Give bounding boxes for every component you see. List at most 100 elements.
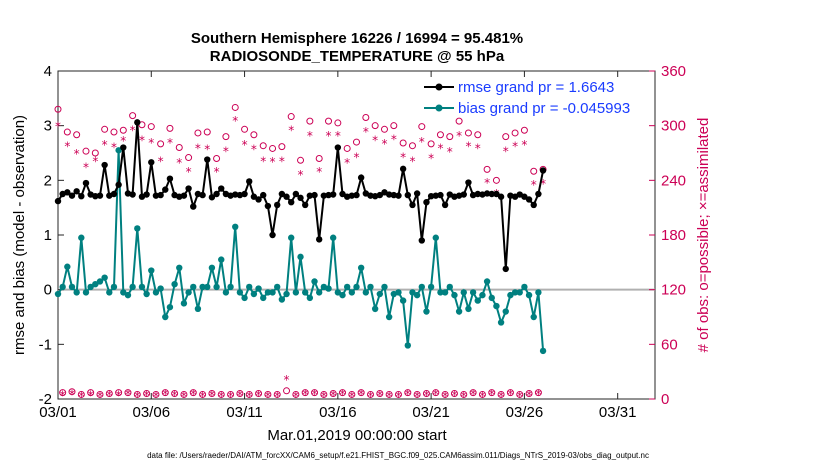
obs-possible-point — [87, 389, 95, 397]
bias-point — [199, 283, 206, 291]
obs-possible-point — [59, 389, 67, 397]
rmse-point — [460, 191, 467, 198]
obs-possible-point — [115, 389, 123, 397]
bias-point — [353, 283, 360, 291]
obs-possible-point — [77, 390, 85, 398]
rmse-point — [204, 156, 211, 163]
bias-series — [54, 147, 547, 355]
obs-possible-point — [54, 105, 62, 113]
obs-possible-point — [339, 389, 347, 397]
obs-assimilated-point: * — [256, 388, 262, 402]
obs-possible-point — [385, 390, 393, 398]
obs-assimilated-point: * — [279, 154, 285, 168]
bias-point — [264, 289, 272, 296]
obs-assimilated-point: * — [204, 142, 210, 156]
legend-bias-label: bias grand pr = -0.045993 — [458, 100, 630, 117]
obs-assimilated-point: * — [139, 133, 145, 147]
rmse-point — [306, 192, 314, 199]
obs-possible-point — [241, 125, 249, 133]
rmse-point — [488, 190, 495, 198]
obs-possible-point — [297, 156, 305, 164]
right-tick-label: 120 — [661, 282, 686, 299]
obs-possible-point — [63, 128, 71, 136]
rmse-point — [465, 179, 472, 186]
obs-assimilated-point: * — [437, 142, 443, 156]
obs-assimilated-point: * — [512, 140, 518, 154]
obs-assimilated-point: * — [190, 388, 196, 402]
rmse-point — [274, 201, 281, 209]
obs-assimilated-point: * — [326, 129, 332, 143]
bias-point — [357, 264, 365, 271]
obs-assimilated-point: * — [260, 154, 266, 168]
obs-assimilated-point: * — [200, 389, 206, 403]
bias-point — [479, 291, 486, 299]
obs-possible-point — [427, 140, 435, 148]
obs-assimilated-point: * — [503, 144, 509, 158]
rmse-point — [301, 201, 309, 209]
obs-assimilated-point: * — [321, 389, 327, 403]
obs-assimilated-point: * — [293, 389, 299, 403]
bias-point — [399, 297, 407, 304]
rmse-point — [134, 119, 141, 126]
obs-possible-point — [516, 390, 524, 398]
rmse-point — [497, 193, 505, 200]
right-tick-label: 360 — [661, 63, 686, 80]
bias-point — [180, 300, 188, 307]
obs-possible-point — [450, 390, 458, 398]
obs-assimilated-point: * — [176, 156, 182, 170]
rmse-point — [390, 191, 398, 199]
bias-point — [236, 289, 244, 296]
obs-assimilated-point: * — [284, 373, 290, 387]
bias-point — [106, 289, 113, 296]
bias-point — [521, 283, 528, 291]
obs-assimilated-point: * — [531, 178, 537, 192]
obs-assimilated-point: * — [395, 389, 401, 403]
obs-possible-point — [101, 125, 109, 133]
bias-point — [404, 342, 412, 349]
obs-possible-point — [469, 389, 477, 397]
rmse-point — [260, 191, 267, 199]
rmse-point — [348, 192, 356, 199]
obs-possible-point — [73, 131, 81, 139]
obs-possible-point — [68, 388, 76, 396]
obs-assimilated-point: * — [223, 144, 229, 158]
obs-assimilated-point: * — [316, 165, 322, 179]
y-tick-label: 3 — [44, 118, 52, 135]
bias-point — [315, 289, 323, 296]
right-tick-label: 60 — [661, 336, 678, 353]
rmse-point — [143, 191, 150, 198]
bias-point — [96, 278, 104, 285]
rmse-point — [535, 190, 542, 198]
bias-point — [395, 289, 402, 296]
y-axis-tick-labels: -2 -1 0 1 2 3 4 — [39, 63, 52, 408]
bias-point — [134, 225, 141, 232]
obs-assimilated-point: * — [312, 388, 318, 402]
obs-possible-point — [250, 131, 258, 139]
obs-assimilated-point: * — [521, 138, 527, 152]
obs-assimilated-point: * — [130, 123, 136, 137]
obs-possible-point — [343, 144, 351, 152]
bias-point — [250, 290, 258, 298]
obs-assimilated-point: * — [195, 142, 201, 156]
bias-point — [166, 303, 174, 311]
bias-point — [432, 234, 439, 241]
bias-point — [511, 289, 519, 296]
obs-assimilated-point: * — [162, 388, 168, 402]
bias-point — [246, 283, 253, 291]
y-tick-label: -2 — [39, 391, 52, 408]
obs-assimilated-point: * — [507, 388, 513, 402]
y-tick-label: 0 — [44, 282, 52, 299]
obs-assimilated-point: * — [526, 388, 532, 402]
obs-possible-point — [455, 117, 463, 125]
obs-possible-point — [283, 387, 291, 395]
obs-assimilated-point: * — [214, 165, 220, 179]
obs-possible-point — [366, 390, 374, 398]
obs-possible-point — [436, 131, 444, 139]
x-axis-label: Mar.01,2019 00:00:00 start — [267, 427, 447, 444]
obs-possible-point — [506, 389, 514, 397]
obs-assimilated-point: * — [419, 135, 425, 149]
obs-possible-point — [255, 390, 263, 398]
obs-possible-point — [227, 390, 235, 398]
obs-assimilated-point: * — [354, 151, 360, 165]
bias-point — [82, 289, 90, 296]
